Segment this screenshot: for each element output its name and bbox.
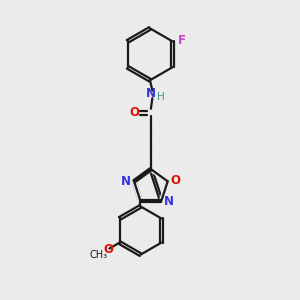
Text: CH₃: CH₃ [90,250,108,260]
Text: O: O [103,243,113,256]
Text: F: F [177,34,185,47]
Text: H: H [157,92,164,102]
Text: O: O [170,174,180,187]
Text: N: N [121,175,131,188]
Text: O: O [129,106,140,118]
Text: N: N [164,195,174,208]
Text: N: N [146,87,156,100]
